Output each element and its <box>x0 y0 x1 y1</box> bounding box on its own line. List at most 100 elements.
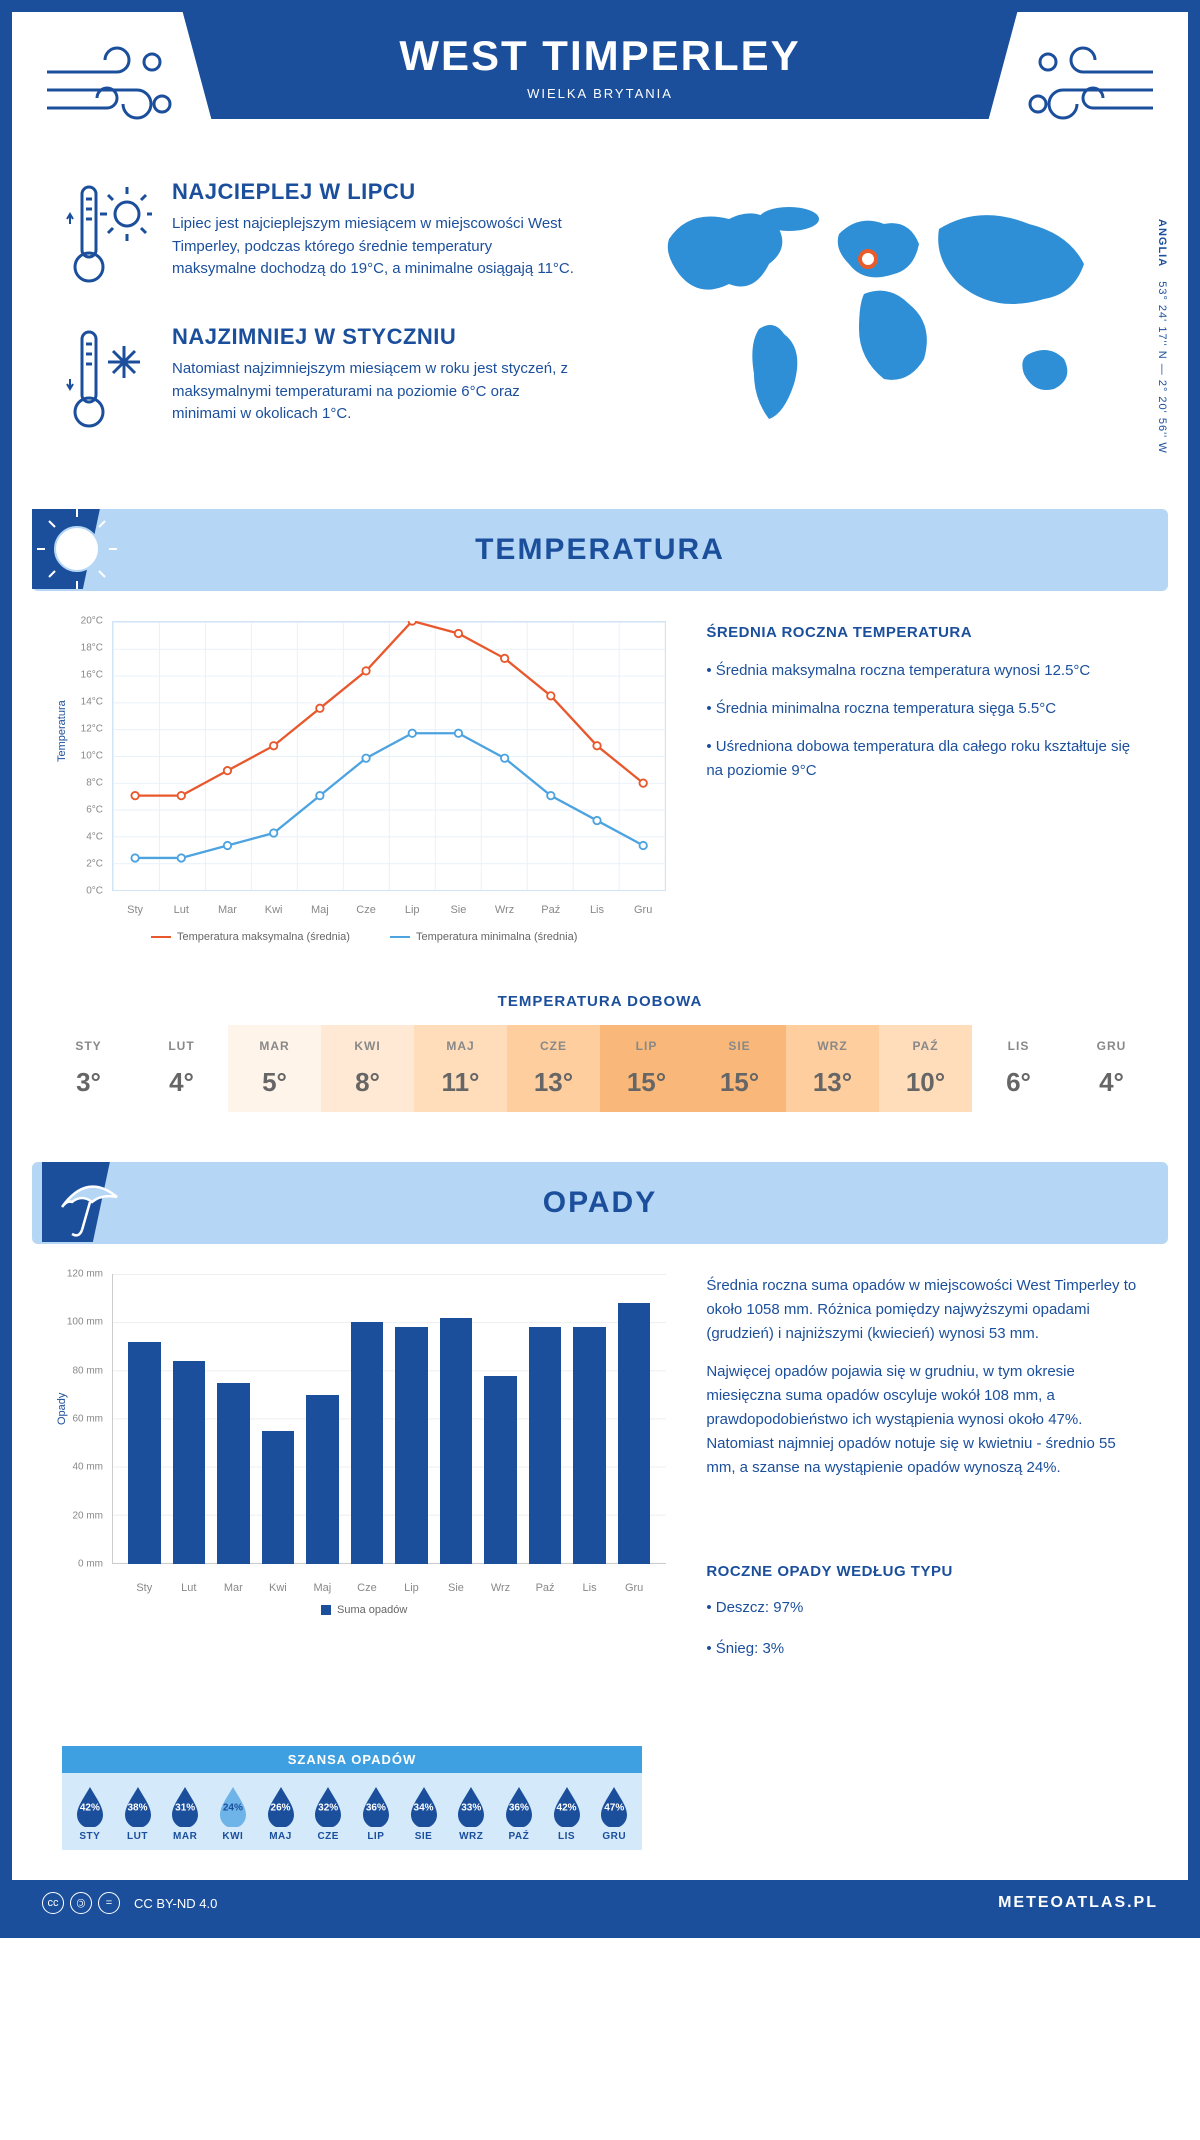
thermometer-snow-icon <box>62 324 152 439</box>
ytick: 16°C <box>81 670 103 681</box>
raindrop-icon: 42% <box>73 1785 107 1827</box>
daily-month: GRU <box>1065 1039 1158 1053</box>
daily-month: CZE <box>507 1039 600 1053</box>
chance-month: STY <box>66 1831 114 1842</box>
raindrop-icon: 47% <box>597 1785 631 1827</box>
precip-bar <box>440 1318 473 1565</box>
chance-cell: 47% GRU <box>590 1785 638 1842</box>
xtick: Kwi <box>256 1574 301 1594</box>
daily-temp-row: STY3°LUT4°MAR5°KWI8°MAJ11°CZE13°LIP15°SI… <box>42 1025 1158 1112</box>
precip-bar <box>573 1327 606 1564</box>
cc-icon: cc <box>42 1892 64 1914</box>
xtick: Sty <box>122 1574 167 1594</box>
xtick: Cze <box>343 896 389 921</box>
daily-month: MAR <box>228 1039 321 1053</box>
sun-icon <box>32 499 132 599</box>
xtick: Sty <box>112 896 158 921</box>
chance-value: 47% <box>604 1803 624 1814</box>
precip-type-snow: • Śnieg: 3% <box>706 1635 1138 1662</box>
chance-month: MAR <box>161 1831 209 1842</box>
ytick: 8°C <box>86 778 103 789</box>
chance-value: 42% <box>557 1803 577 1814</box>
region-label: ANGLIA <box>1156 219 1168 267</box>
daily-value: 15° <box>600 1067 693 1098</box>
xtick: Paź <box>523 1574 568 1594</box>
raindrop-icon: 31% <box>168 1785 202 1827</box>
ytick: 10°C <box>81 751 103 762</box>
ytick: 18°C <box>81 643 103 654</box>
thermometer-sun-icon <box>62 179 152 294</box>
ytick: 4°C <box>86 832 103 843</box>
section-title-temp: TEMPERATURA <box>32 509 1168 591</box>
xtick: Lut <box>158 896 204 921</box>
daily-value: 4° <box>1065 1067 1158 1098</box>
daily-month: STY <box>42 1039 135 1053</box>
by-icon: 🄯 <box>70 1892 92 1914</box>
temp-summary: ŚREDNIA ROCZNA TEMPERATURA • Średnia mak… <box>706 621 1138 943</box>
xtick: Kwi <box>251 896 297 921</box>
daily-month: PAŹ <box>879 1039 972 1053</box>
daily-cell: MAJ11° <box>414 1025 507 1112</box>
raindrop-icon: 33% <box>454 1785 488 1827</box>
daily-value: 8° <box>321 1067 414 1098</box>
raindrop-icon: 26% <box>264 1785 298 1827</box>
chance-value: 24% <box>223 1803 243 1814</box>
xtick: Wrz <box>482 896 528 921</box>
xtick: Mar <box>204 896 250 921</box>
chance-cell: 26% MAJ <box>257 1785 305 1842</box>
fact-warm-title: NAJCIEPLEJ W LIPCU <box>172 179 580 205</box>
xtick: Sie <box>435 896 481 921</box>
xtick: Wrz <box>478 1574 523 1594</box>
brand-text: METEOATLAS.PL <box>998 1894 1158 1912</box>
xtick: Cze <box>345 1574 390 1594</box>
daily-value: 5° <box>228 1067 321 1098</box>
daily-value: 13° <box>786 1067 879 1098</box>
daily-month: WRZ <box>786 1039 879 1053</box>
chance-value: 38% <box>127 1803 147 1814</box>
chance-cell: 34% SIE <box>400 1785 448 1842</box>
daily-value: 11° <box>414 1067 507 1098</box>
fact-cold-title: NAJZIMNIEJ W STYCZNIU <box>172 324 580 350</box>
daily-cell: LIS6° <box>972 1025 1065 1112</box>
ytick: 0 mm <box>78 1559 103 1570</box>
temp-bullet-2: • Średnia minimalna roczna temperatura s… <box>706 697 1138 721</box>
fact-coldest: NAJZIMNIEJ W STYCZNIU Natomiast najzimni… <box>62 324 580 439</box>
coords-value: 53° 24' 17'' N — 2° 20' 56'' W <box>1156 281 1168 453</box>
umbrella-icon <box>42 1152 142 1252</box>
daily-month: LUT <box>135 1039 228 1053</box>
daily-cell: KWI8° <box>321 1025 414 1112</box>
ytick: 120 mm <box>67 1269 103 1280</box>
precip-p2: Najwięcej opadów pojawia się w grudniu, … <box>706 1360 1138 1480</box>
chance-month: SIE <box>400 1831 448 1842</box>
section-precip-label: OPADY <box>543 1186 657 1219</box>
precip-bar <box>262 1431 295 1564</box>
daily-cell: LUT4° <box>135 1025 228 1112</box>
xtick: Lip <box>389 1574 434 1594</box>
ytick: 20°C <box>81 616 103 627</box>
page-title: WEST TIMPERLEY <box>212 32 988 80</box>
precip-bar <box>351 1322 384 1564</box>
raindrop-icon: 42% <box>550 1785 584 1827</box>
precip-p1: Średnia roczna suma opadów w miejscowośc… <box>706 1274 1138 1346</box>
daily-month: SIE <box>693 1039 786 1053</box>
daily-cell: MAR 5° <box>228 1025 321 1112</box>
raindrop-icon: 34% <box>407 1785 441 1827</box>
chance-value: 33% <box>461 1803 481 1814</box>
license-text: CC BY-ND 4.0 <box>134 1896 217 1911</box>
header-banner: WEST TIMPERLEY WIELKA BRYTANIA <box>212 12 988 119</box>
precip-type-rain: • Deszcz: 97% <box>706 1594 1138 1621</box>
daily-value: 6° <box>972 1067 1065 1098</box>
xtick: Gru <box>620 896 666 921</box>
fact-cold-text: Natomiast najzimniejszym miesiącem w rok… <box>172 358 580 426</box>
chance-cell: 32% CZE <box>304 1785 352 1842</box>
ytick: 80 mm <box>72 1365 103 1376</box>
daily-value: 13° <box>507 1067 600 1098</box>
chance-cell: 33% WRZ <box>447 1785 495 1842</box>
precip-type-title: ROCZNE OPADY WEDŁUG TYPU <box>706 1560 1138 1584</box>
precip-bar <box>395 1327 428 1564</box>
chance-month: CZE <box>304 1831 352 1842</box>
temp-bullet-1: • Średnia maksymalna roczna temperatura … <box>706 659 1138 683</box>
precip-bar <box>217 1383 250 1564</box>
ytick: 0°C <box>86 886 103 897</box>
xtick: Lis <box>567 1574 612 1594</box>
